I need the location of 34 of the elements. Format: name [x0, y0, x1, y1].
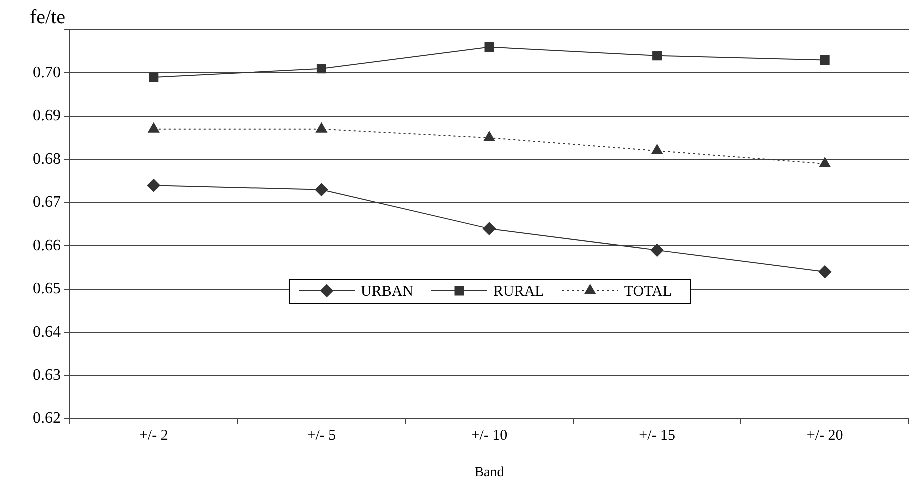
x-tick-label: +/- 15: [639, 428, 676, 444]
legend-label: URBAN: [360, 284, 414, 300]
point: [652, 51, 662, 61]
x-tick-label: +/- 5: [307, 428, 336, 444]
point: [484, 132, 496, 142]
point: [484, 42, 494, 52]
point: [148, 122, 160, 133]
legend-label: TOTAL: [624, 284, 672, 300]
point: [483, 222, 496, 236]
y-tick-label: 0.64: [33, 324, 61, 341]
y-tick-label: 0.66: [33, 237, 61, 254]
point: [147, 179, 160, 192]
point: [316, 64, 326, 74]
point: [316, 122, 328, 133]
y-tick-label: 0.68: [33, 150, 61, 168]
point: [820, 56, 830, 65]
legend-label: RURAL: [493, 284, 544, 300]
y-tick-label: 0.70: [33, 64, 61, 82]
point: [149, 72, 159, 82]
y-tick-label: 0.63: [33, 366, 61, 384]
x-axis-title: Band: [474, 466, 504, 481]
y-tick-label: 0.69: [33, 108, 61, 125]
x-tick-label: +/- 2: [139, 428, 168, 444]
x-tick-label: +/- 20: [806, 428, 844, 444]
point: [818, 266, 832, 279]
y-tick-label: 0.67: [33, 194, 61, 212]
y-axis-title: fe/te: [30, 6, 66, 28]
y-tick-label: 0.62: [33, 410, 61, 428]
y-tick-label: 0.65: [33, 280, 61, 298]
point: [650, 244, 664, 257]
point: [819, 157, 831, 168]
point: [315, 183, 328, 196]
point: [652, 144, 663, 155]
x-tick-label: +/- 10: [471, 428, 508, 444]
